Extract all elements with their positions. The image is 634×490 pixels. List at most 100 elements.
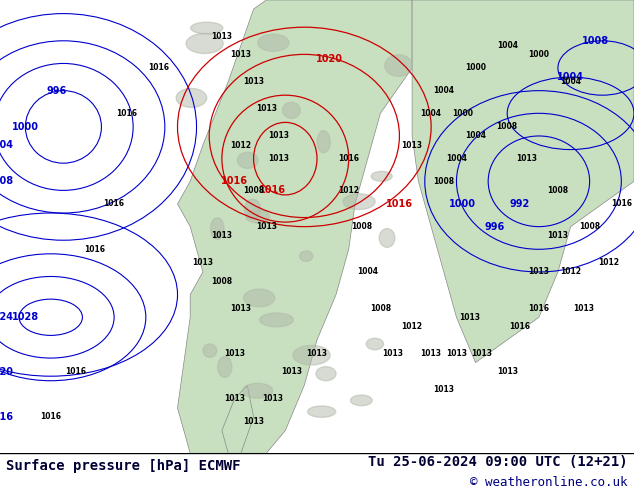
- Ellipse shape: [307, 406, 335, 417]
- Text: 992: 992: [510, 199, 530, 209]
- Text: 1013: 1013: [243, 77, 264, 86]
- Text: 1016: 1016: [509, 322, 531, 331]
- Text: 1013: 1013: [243, 417, 264, 426]
- Text: 1024: 1024: [0, 312, 13, 322]
- Text: 1013: 1013: [528, 268, 550, 276]
- Text: 1012: 1012: [560, 268, 581, 276]
- Ellipse shape: [317, 131, 330, 153]
- Text: 1013: 1013: [547, 231, 569, 240]
- Ellipse shape: [351, 395, 372, 406]
- Text: 1000: 1000: [12, 122, 39, 132]
- Ellipse shape: [191, 22, 223, 34]
- Text: 1028: 1028: [12, 312, 39, 322]
- Text: Tu 25-06-2024 09:00 UTC (12+21): Tu 25-06-2024 09:00 UTC (12+21): [368, 455, 628, 469]
- Text: 1008: 1008: [243, 186, 264, 195]
- Text: 1020: 1020: [316, 54, 343, 64]
- Text: 1004: 1004: [433, 86, 455, 95]
- Text: 1013: 1013: [256, 222, 277, 231]
- Text: 1016: 1016: [40, 413, 61, 421]
- Text: 1016: 1016: [148, 64, 169, 73]
- Text: 1016: 1016: [65, 367, 87, 376]
- Text: 1013: 1013: [224, 394, 245, 403]
- Text: 1004: 1004: [560, 77, 581, 86]
- Text: 1008: 1008: [433, 177, 455, 186]
- Text: 1013: 1013: [446, 349, 467, 358]
- Ellipse shape: [243, 289, 275, 307]
- Ellipse shape: [283, 102, 301, 118]
- Text: 1004: 1004: [0, 140, 13, 150]
- Text: 1013: 1013: [382, 349, 404, 358]
- Text: 1000: 1000: [452, 109, 474, 118]
- Ellipse shape: [257, 34, 289, 51]
- Text: 1008: 1008: [0, 176, 13, 186]
- Text: 1004: 1004: [420, 109, 442, 118]
- Text: 1016: 1016: [0, 412, 13, 422]
- Text: 1000: 1000: [450, 199, 476, 209]
- Text: 1016: 1016: [611, 199, 632, 208]
- Ellipse shape: [217, 357, 232, 377]
- Text: 1013: 1013: [573, 304, 594, 313]
- Text: 1013: 1013: [401, 141, 423, 149]
- Text: 1013: 1013: [224, 349, 245, 358]
- Text: 1008: 1008: [351, 222, 372, 231]
- Text: 1008: 1008: [547, 186, 569, 195]
- Ellipse shape: [379, 228, 395, 247]
- Text: 1013: 1013: [496, 367, 518, 376]
- Text: 1004: 1004: [465, 131, 486, 141]
- Text: 1008: 1008: [211, 276, 233, 286]
- Text: 1000: 1000: [528, 50, 550, 59]
- Text: 1008: 1008: [579, 222, 600, 231]
- Text: 996: 996: [484, 221, 505, 232]
- Ellipse shape: [371, 172, 392, 181]
- Text: 1013: 1013: [471, 349, 493, 358]
- Ellipse shape: [237, 152, 258, 169]
- Text: 1013: 1013: [230, 50, 252, 59]
- Text: 1013: 1013: [211, 32, 233, 41]
- Text: 1013: 1013: [268, 154, 290, 163]
- Text: 1008: 1008: [583, 36, 609, 46]
- Ellipse shape: [316, 367, 336, 381]
- Text: 1013: 1013: [211, 231, 233, 240]
- Text: 1013: 1013: [515, 154, 537, 163]
- Text: 1004: 1004: [496, 41, 518, 50]
- Ellipse shape: [385, 55, 413, 76]
- Text: 1016: 1016: [259, 185, 286, 196]
- Text: 1016: 1016: [103, 199, 125, 208]
- Ellipse shape: [203, 344, 217, 357]
- Ellipse shape: [343, 194, 375, 210]
- Ellipse shape: [259, 313, 294, 327]
- Text: 1012: 1012: [401, 322, 423, 331]
- Text: 1012: 1012: [598, 258, 619, 268]
- Ellipse shape: [210, 218, 224, 239]
- Ellipse shape: [366, 338, 384, 350]
- Text: 1004: 1004: [357, 268, 378, 276]
- Text: 1013: 1013: [458, 313, 480, 322]
- Text: © weatheronline.co.uk: © weatheronline.co.uk: [470, 476, 628, 489]
- Text: 1016: 1016: [528, 304, 550, 313]
- Text: 1004: 1004: [446, 154, 467, 163]
- Text: 1008: 1008: [496, 122, 518, 131]
- Ellipse shape: [246, 210, 269, 223]
- Ellipse shape: [293, 345, 330, 365]
- Ellipse shape: [176, 89, 207, 107]
- Text: 1008: 1008: [370, 304, 391, 313]
- Text: Surface pressure [hPa] ECMWF: Surface pressure [hPa] ECMWF: [6, 459, 241, 473]
- Text: 1013: 1013: [306, 349, 328, 358]
- Text: 1016: 1016: [116, 109, 138, 118]
- Text: 1016: 1016: [84, 245, 106, 254]
- Text: 1013: 1013: [230, 304, 252, 313]
- Text: 1012: 1012: [230, 141, 252, 149]
- Text: 1013: 1013: [256, 104, 277, 113]
- Text: 1016: 1016: [386, 199, 413, 209]
- Text: 1013: 1013: [433, 385, 455, 394]
- Text: 1013: 1013: [262, 394, 283, 403]
- Text: 1013: 1013: [268, 131, 290, 141]
- Text: 1013: 1013: [281, 367, 302, 376]
- Text: 1004: 1004: [557, 72, 584, 82]
- Ellipse shape: [243, 383, 273, 398]
- Text: 1016: 1016: [338, 154, 359, 163]
- Text: 1013: 1013: [420, 349, 442, 358]
- Text: 1013: 1013: [192, 258, 214, 268]
- Ellipse shape: [245, 199, 261, 219]
- Text: 1000: 1000: [465, 64, 486, 73]
